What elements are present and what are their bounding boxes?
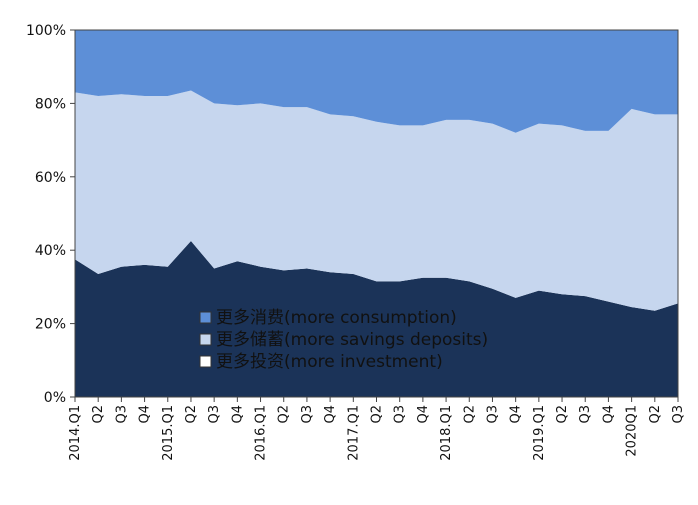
y-tick-label: 100% [26,23,66,39]
x-tick-label: Q3 [114,405,129,424]
x-tick-label: 2016.Q1 [254,405,269,461]
x-tick-label: Q3 [671,405,686,424]
x-tick-label: 2017.Q1 [346,405,361,461]
y-tick-label: 20% [35,317,66,333]
x-tick-label: Q2 [184,405,199,424]
x-tick-label: Q4 [230,405,245,424]
x-tick-label: Q4 [323,405,338,424]
legend-swatch [199,355,212,368]
x-tick-label: 2018.Q1 [439,405,454,461]
y-tick-label: 60% [35,170,66,186]
area-series-1 [75,90,678,311]
x-tick-label: Q2 [462,405,477,424]
x-tick-label: Q2 [648,405,663,424]
area-series-0 [75,241,678,397]
legend-label: 更多投资(more investment) [216,352,443,372]
x-tick-label: Q2 [91,405,106,424]
x-tick-label: 2014.Q1 [68,405,83,461]
area-layer [75,30,678,397]
y-tick-label: 80% [35,96,66,112]
x-tick-label: Q2 [277,405,292,424]
y-tick-label: 40% [35,243,66,259]
legend-swatch [199,311,212,324]
y-tick-label: 0% [44,390,66,406]
x-tick-label: Q3 [485,405,500,424]
x-tick-label: 2019.Q1 [532,405,547,461]
axes-layer: 0% 20% 40% 60% 80% 100% 2014.Q1 Q2 Q3 Q4 2015.Q1 Q2… [26,23,686,461]
x-tick-label: Q3 [300,405,315,424]
area-series-2 [75,30,678,133]
legend-swatch [199,333,212,346]
x-tick-label: Q2 [370,405,385,424]
x-tick-label: Q3 [207,405,222,424]
x-tick-label: 2015.Q1 [161,405,176,461]
legend-label: 更多消费(more consumption) [216,308,457,328]
x-tick-label: Q4 [138,405,153,424]
x-tick-label: 2020Q1 [625,405,640,457]
x-tick-label: Q4 [416,405,431,424]
x-tick-label: Q2 [555,405,570,424]
legend: 更多消费(more consumption)更多储蓄(more savings … [199,308,488,372]
legend-label: 更多储蓄(more savings deposits) [216,330,488,350]
x-tick-label: Q3 [393,405,408,424]
x-tick-label: Q3 [578,405,593,424]
x-tick-label: Q4 [601,405,616,424]
x-tick-label: Q4 [509,405,524,424]
